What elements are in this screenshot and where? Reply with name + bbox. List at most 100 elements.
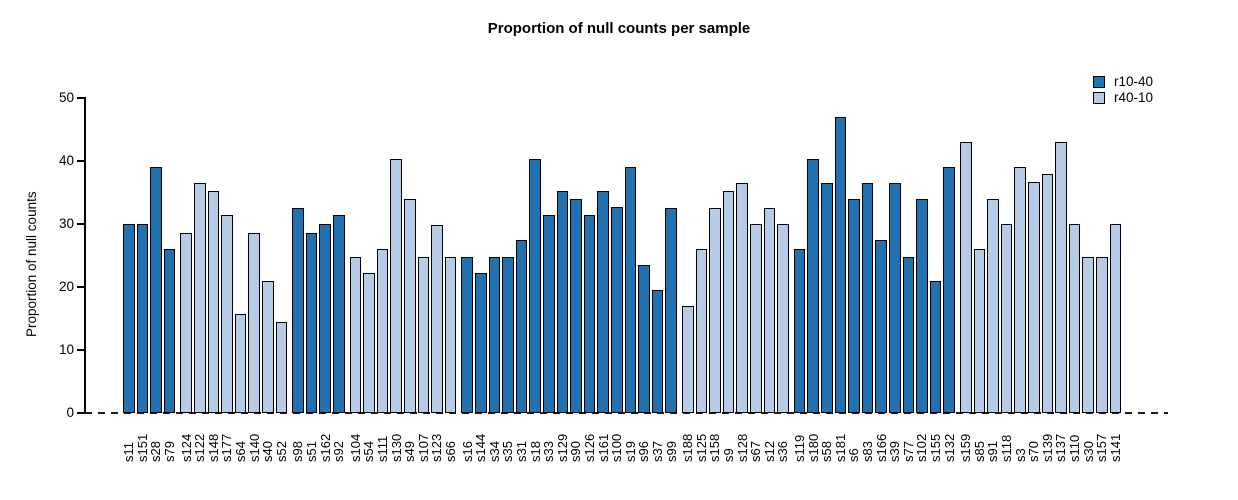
- bar-s58: [821, 183, 833, 413]
- bar-s181: [834, 116, 847, 413]
- bar-s67: [750, 224, 762, 413]
- x-tick-label: s39: [887, 441, 903, 462]
- x-tick-label: s119: [792, 434, 808, 462]
- x-tick-label: s130: [388, 433, 404, 462]
- x-tick-label: s11: [121, 442, 137, 462]
- x-tick-label: s30: [1080, 441, 1096, 462]
- bar-s98: [292, 207, 304, 413]
- legend-label: r10-40: [1114, 74, 1154, 89]
- x-tick-label: s137: [1053, 433, 1069, 462]
- x-tick-label: s181: [832, 433, 848, 462]
- x-tick-label: s96: [636, 441, 652, 462]
- y-tick-label: 20: [58, 279, 74, 294]
- y-tick-label: 10: [58, 342, 74, 357]
- bar-s83: [861, 183, 874, 413]
- bar-s66: [444, 256, 457, 413]
- y-tick: [77, 97, 84, 99]
- bar-s119: [793, 248, 806, 413]
- x-tick-label: s123: [429, 433, 445, 462]
- bar-s140: [248, 232, 260, 413]
- bar-s130: [390, 159, 402, 413]
- bar-s110: [1068, 224, 1081, 413]
- x-tick-label: s159: [958, 433, 974, 462]
- bar-s177: [221, 215, 233, 413]
- bar-s139: [1041, 174, 1054, 413]
- x-tick-label: s36: [775, 441, 791, 462]
- x-tick-label: s12: [761, 441, 777, 462]
- x-tick-label: s28: [148, 441, 164, 462]
- y-tick: [77, 160, 84, 162]
- x-tick-label: s9: [721, 448, 737, 462]
- bar-s64: [234, 314, 247, 413]
- bar-s107: [417, 256, 430, 413]
- legend-swatch-r40-10: [1093, 92, 1105, 104]
- bar-s111: [376, 248, 389, 413]
- bar-s79: [163, 248, 176, 413]
- bar-s39: [889, 183, 901, 413]
- x-tick-label: s157: [1094, 433, 1110, 462]
- x-tick-label: s37: [650, 441, 666, 462]
- bar-s123: [431, 224, 443, 413]
- bar-s162: [319, 224, 331, 413]
- bar-s91: [987, 198, 999, 413]
- x-tick-label: s85: [971, 441, 987, 462]
- bar-s96: [638, 264, 650, 413]
- bar-s52: [275, 322, 288, 413]
- y-tick: [77, 286, 84, 288]
- x-tick-label: s49: [402, 441, 418, 462]
- bar-s100: [611, 207, 623, 413]
- bar-s157: [1096, 256, 1108, 413]
- y-axis-line: [84, 97, 86, 414]
- legend-item: r10-40: [1093, 74, 1153, 90]
- x-tick-label: s51: [304, 441, 320, 462]
- x-tick-label: s92: [331, 441, 347, 462]
- x-tick-label: s70: [1026, 441, 1042, 462]
- bar-s34: [488, 256, 501, 413]
- bar-s148: [207, 191, 220, 413]
- bar-s70: [1028, 182, 1040, 413]
- bar-s128: [736, 183, 748, 413]
- x-tick-label: s33: [541, 441, 557, 462]
- bar-s151: [136, 224, 149, 413]
- x-tick-label: s161: [595, 433, 611, 462]
- y-tick: [77, 412, 84, 414]
- bar-s54: [363, 273, 375, 413]
- bar-s129: [556, 191, 569, 413]
- bar-s40: [262, 281, 274, 413]
- x-tick-label: s64: [233, 441, 249, 462]
- x-tick-label: s35: [500, 441, 516, 462]
- legend-swatch-r10-40: [1093, 76, 1105, 88]
- bar-s11: [123, 224, 135, 413]
- bar-s19: [624, 166, 637, 413]
- bar-s155: [929, 280, 942, 413]
- x-tick-label: s107: [415, 433, 431, 462]
- x-tick-label: s151: [134, 433, 150, 462]
- bar-s30: [1082, 256, 1094, 413]
- x-tick-label: s67: [748, 441, 764, 462]
- bar-s124: [180, 232, 192, 413]
- x-tick-label: s144: [473, 433, 489, 462]
- bar-s16: [461, 256, 473, 413]
- x-tick-label: s58: [819, 441, 835, 462]
- x-tick-label: s126: [582, 433, 598, 462]
- y-axis-title: Proportion of null counts: [24, 191, 39, 337]
- x-tick-label: s139: [1039, 433, 1055, 462]
- bar-s99: [665, 207, 677, 413]
- x-tick-label: s100: [609, 433, 625, 462]
- x-tick-label: s79: [162, 441, 178, 462]
- bar-s122: [194, 183, 206, 413]
- bar-s166: [875, 240, 887, 413]
- bar-s102: [916, 198, 928, 413]
- x-tick-label: s140: [246, 433, 262, 462]
- bar-s85: [973, 248, 986, 413]
- x-tick-label: s158: [707, 433, 723, 462]
- bar-s132: [943, 166, 955, 413]
- bar-s137: [1055, 142, 1067, 413]
- bar-s180: [807, 159, 819, 413]
- x-tick-label: s155: [928, 433, 944, 462]
- bar-s126: [583, 215, 596, 413]
- x-tick-label: s125: [693, 433, 709, 462]
- x-tick-label: s177: [219, 433, 235, 462]
- bar-s159: [960, 142, 972, 413]
- bar-s118: [1000, 224, 1013, 413]
